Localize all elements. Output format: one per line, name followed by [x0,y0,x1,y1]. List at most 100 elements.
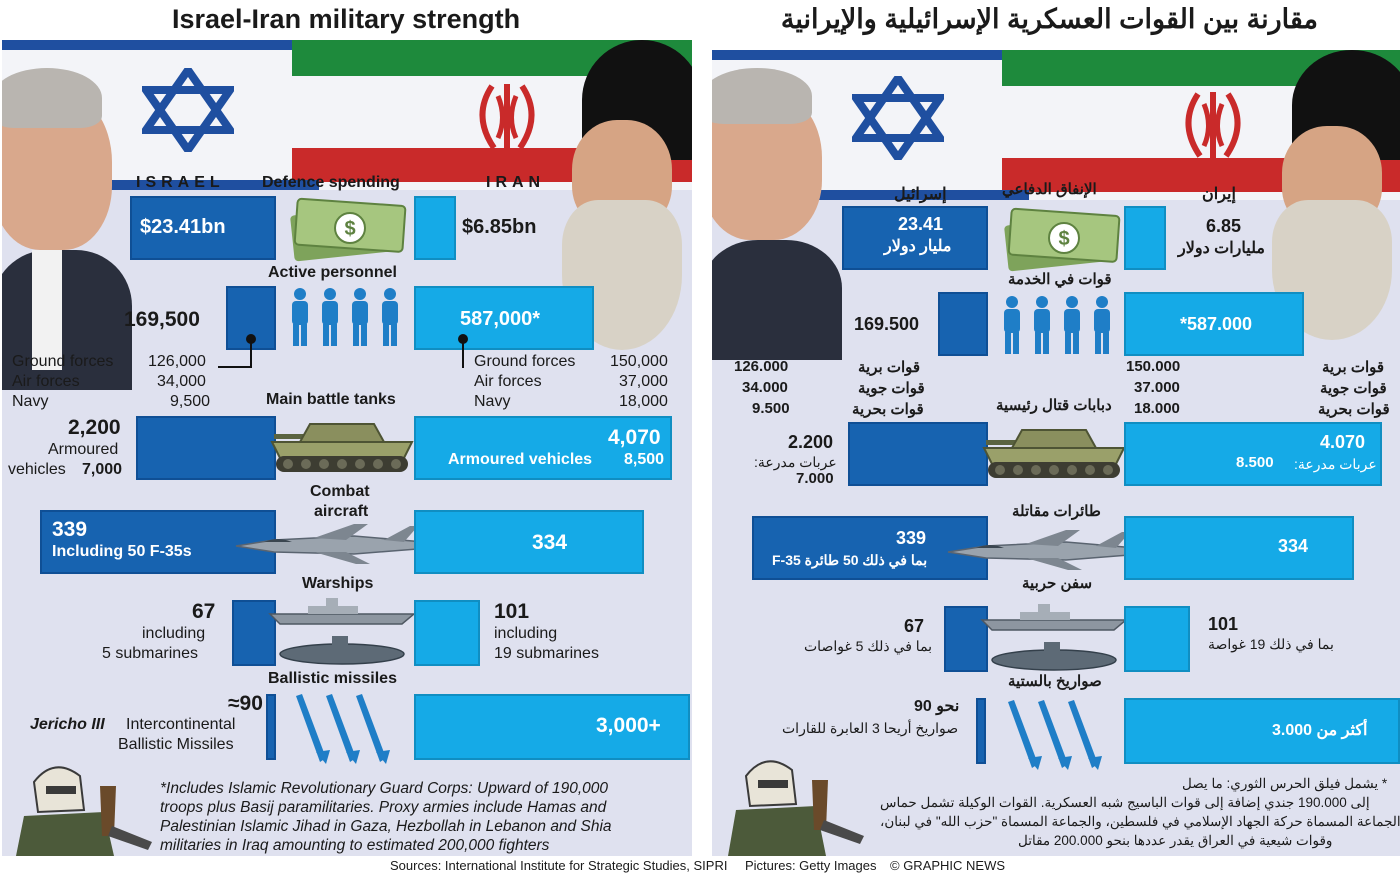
israel-heading: ISRAEL [136,174,225,191]
submarine-icon [991,642,1117,671]
ar-footnote-1: * يشمل فيلق الحرس الثوري: ما يصل [1182,776,1388,791]
militant-icon [728,760,864,856]
iran-spending-value-ar: 6.85 [1206,216,1242,236]
iran-emblem-icon [479,84,535,150]
israel-warships-note1: including [142,625,206,642]
israel-missiles-bar-ar [976,698,986,764]
tank-icon [982,429,1126,478]
israel-armoured-label-ar: عربات مدرعة: [754,454,837,470]
iran-navy-label-ar: قوات بحرية [1318,401,1390,418]
israel-tanks-value: 2,200 [68,416,121,439]
israel-tanks-bar-ar [848,422,988,486]
israel-navy-value-ar: 9.500 [752,400,790,417]
iran-warships-note2: 19 submarines [494,645,599,662]
sources-text: Sources: International Institute for Str… [390,858,728,873]
en-footnote-4: militaries in Iraq amounting to estimate… [160,837,550,854]
israel-air-label-ar: قوات جوية [858,380,925,397]
iran-missiles-bar [414,694,690,760]
israel-armoured-value: 7,000 [82,461,123,478]
israel-navy-value: 9,500 [170,393,211,410]
warships-heading-ar: سفن حربية [1022,575,1093,592]
iran-air-value: 37,000 [619,373,668,390]
israel-personnel-value: 169,500 [124,308,200,331]
fighter-jet-icon [235,524,432,564]
israel-warships-bar-ar [944,606,988,672]
aircraft-heading-1: Combat [310,483,370,500]
iran-ground-value: 150,000 [610,353,668,370]
iran-emblem-icon [1185,92,1241,158]
israel-ground-value-ar: 126.000 [734,358,789,375]
soldiers-icon [286,284,410,348]
ar-footnote-3: والجماعة المسماة حركة الجهاد الإسلامي في… [880,814,1400,829]
tanks-heading-ar: دبابات قتال رئيسية [996,397,1112,414]
iran-spending-unit-ar: مليارات دولار [1178,240,1265,257]
israel-aircraft-value-ar: 339 [896,528,927,548]
israel-tanks-value-ar: 2.200 [788,432,834,452]
iran-warships-value: 101 [494,600,530,623]
iran-personnel-bar-ar [1124,292,1304,356]
iran-tanks-value: 4,070 [608,426,661,449]
iran-personnel-bar [414,286,594,350]
iran-air-label-ar: قوات جوية [1320,380,1387,397]
iran-armoured-label: Armoured vehicles [448,451,593,468]
iran-armoured-value: 8,500 [624,451,665,468]
israel-aircraft-value: 339 [52,518,88,541]
active-personnel-heading: Active personnel [268,264,397,281]
iran-ground-value-ar: 150.000 [1126,358,1181,375]
iran-missiles-bar-ar [1124,698,1400,764]
iran-air-label: Air forces [474,373,542,390]
en-footnote-1: *Includes Islamic Revolutionary Guard Co… [160,780,609,797]
missiles-heading-ar: صواريخ بالستية [1008,673,1102,690]
israel-spending-value-ar: 23.41 [898,214,944,234]
defence-spending-heading: Defence spending [262,174,400,191]
tank-icon [270,423,414,472]
star-of-david-icon [852,76,944,160]
israel-navy-label: Navy [12,393,49,410]
iran-personnel-value: 587,000* [460,308,541,330]
fighter-jet-icon [947,530,1144,570]
israel-spending-unit-ar: مليار دولار [884,238,952,255]
svg-text:$: $ [344,218,355,240]
israel-missiles-note2: Ballistic Missiles [118,736,234,753]
iran-air-value-ar: 37.000 [1134,379,1180,396]
missiles-heading: Ballistic missiles [268,670,397,687]
missiles-icon [296,694,390,764]
israel-warships-note2: 5 submarines [102,645,199,662]
graphic-news-credit: © GRAPHIC NEWS [890,858,1006,873]
iran-aircraft-bar [414,510,644,574]
pictures-credit: Pictures: Getty Images [745,858,877,873]
iran-aircraft-value: 334 [532,531,568,554]
israel-tanks-bar [136,416,276,480]
english-panel: ISRAEL Defence spending IRAN $23.41bn $ … [2,40,692,856]
israel-missiles-note1: Intercontinental [126,716,236,733]
israel-armoured-label2: vehicles [8,461,66,478]
israel-missiles-value: ≈90 [228,692,263,715]
iran-heading: IRAN [486,174,546,191]
iran-aircraft-value-ar: 334 [1278,536,1309,556]
israel-air-value-ar: 34.000 [742,379,788,396]
israel-aircraft-note-ar: بما في ذلك 50 طائرة F-35 [772,552,928,568]
iran-navy-label: Navy [474,393,511,410]
iran-warships-bar-ar [1124,606,1190,672]
israel-air-value: 34,000 [157,373,206,390]
iran-navy-value-ar: 18.000 [1134,400,1180,417]
israel-navy-label-ar: قوات بحرية [852,401,924,418]
israel-air-label: Air forces [12,373,80,390]
israel-spending-value: $23.41bn [140,216,226,238]
iran-warships-value-ar: 101 [1208,614,1239,634]
iran-tanks-bar [414,416,672,480]
israel-spending-bar-ar [842,206,988,270]
ar-footnote-4: وقوات شيعية في العراق يقدر عددها بنحو 20… [1018,833,1333,848]
aircraft-heading-2: aircraft [314,503,369,520]
israel-missiles-note-ar: صواريخ أريحا 3 العابرة للقارات [782,720,959,736]
title-ar: مقارنة بين القوات العسكرية الإسرائيلية و… [780,4,1318,34]
en-footnote-2: troops plus Basij paramilitaries. Proxy … [160,799,607,816]
israel-spending-bar [130,196,276,260]
en-footnote-3: Palestinian Islamic Jihad in Gaza, Hezbo… [160,818,612,835]
soldiers-icon [1004,296,1110,354]
iran-missiles-value: 3,000+ [596,714,661,737]
flags-background [2,40,692,190]
ar-footnote-2: إلى 190.000 جندي إضافة إلى قوات الباسيج … [880,795,1370,810]
iran-aircraft-bar-ar [1124,516,1354,580]
tanks-heading: Main battle tanks [266,391,396,408]
